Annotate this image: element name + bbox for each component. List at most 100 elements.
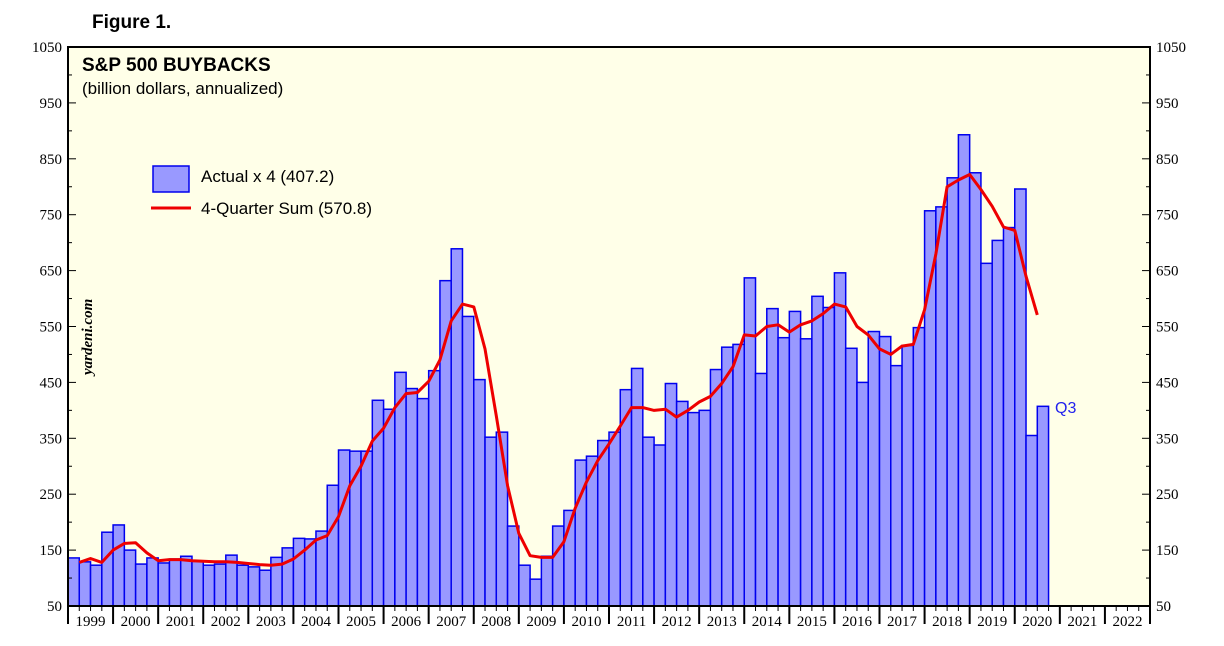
bar: [923, 210, 937, 607]
bar: [202, 564, 216, 607]
chart-subtitle: (billion dollars, annualized): [82, 79, 283, 98]
bar: [506, 525, 520, 607]
bar: [912, 326, 926, 607]
q3-annotation: Q3: [1055, 400, 1076, 417]
x-year-label: 2007: [436, 614, 467, 630]
bar: [89, 564, 103, 607]
y-tick-label-left: 250: [40, 487, 63, 503]
x-year-label: 2003: [256, 614, 286, 630]
bar: [867, 330, 881, 607]
bar: [844, 347, 858, 607]
bar: [732, 343, 746, 607]
legend-bar-label: Actual x 4 (407.2): [201, 167, 334, 186]
x-year-label: 2000: [121, 614, 151, 630]
bar: [811, 295, 824, 607]
bar: [101, 531, 114, 607]
x-year-label: 2002: [211, 614, 241, 630]
x-year-label: 2017: [887, 614, 918, 630]
bar: [777, 336, 791, 607]
bar: [473, 378, 486, 607]
bar: [78, 561, 92, 607]
bar: [608, 431, 622, 607]
bar: [957, 134, 971, 607]
x-year-label: 2009: [526, 614, 556, 630]
bar: [236, 564, 250, 607]
bar: [766, 307, 779, 607]
bar: [315, 530, 328, 607]
bar: [788, 310, 802, 607]
legend-line-label: 4-Quarter Sum (570.8): [201, 199, 372, 218]
bar: [67, 557, 81, 607]
x-year-label: 2021: [1067, 614, 1097, 630]
bar: [1002, 226, 1016, 607]
bar: [247, 566, 261, 607]
x-year-label: 2008: [481, 614, 511, 630]
bar: [720, 346, 734, 607]
y-tick-label-left: 350: [40, 431, 63, 447]
bar: [991, 239, 1005, 607]
bar: [540, 555, 554, 607]
y-tick-label-left: 750: [40, 208, 63, 224]
bar: [935, 206, 948, 607]
x-year-label: 2020: [1022, 614, 1052, 630]
bar: [687, 411, 700, 607]
x-year-label: 2010: [571, 614, 601, 630]
four-quarter-sum-line: [78, 173, 1039, 567]
bar: [123, 549, 137, 607]
bar: [450, 248, 464, 607]
x-year-label: 2014: [752, 614, 783, 630]
y-tick-label-right: 950: [1156, 96, 1179, 112]
axes-group: 50 50 150 150 250 250 350 350 450 450 550 550 650 650…: [32, 40, 1186, 630]
y-tick-label-right: 650: [1156, 264, 1179, 280]
figure-label: Figure 1.: [92, 12, 172, 33]
bar: [799, 338, 813, 607]
bar: [968, 172, 982, 607]
y-tick-label-right: 750: [1156, 208, 1179, 224]
bar: [427, 369, 441, 607]
bar: [709, 368, 723, 607]
bar: [518, 564, 531, 607]
y-tick-label-left: 450: [40, 375, 63, 391]
bar: [416, 397, 430, 607]
bar: [326, 484, 340, 607]
bar: [258, 569, 272, 607]
bar: [179, 555, 193, 607]
x-year-label: 2001: [166, 614, 196, 630]
y-tick-label-right: 850: [1156, 152, 1179, 168]
watermark: yardeni.com: [80, 299, 96, 377]
bar: [596, 439, 610, 607]
bar: [134, 563, 148, 607]
bar: [292, 537, 306, 607]
x-year-label: 2011: [617, 614, 646, 630]
legend-bar-swatch: [152, 165, 190, 193]
bar: [337, 449, 351, 607]
x-year-label: 2015: [797, 614, 827, 630]
y-tick-label-right: 350: [1156, 431, 1179, 447]
bar: [980, 262, 993, 607]
bar: [157, 562, 171, 607]
bar: [213, 563, 227, 607]
y-tick-label-left: 650: [40, 264, 63, 280]
bar: [529, 578, 543, 607]
y-tick-label-left: 150: [40, 543, 63, 559]
bar: [405, 387, 419, 607]
bar: [743, 277, 757, 607]
bar: [360, 450, 374, 607]
bar: [168, 558, 182, 607]
bar: [946, 177, 960, 607]
x-year-label: 2012: [662, 614, 692, 630]
bar: [1025, 434, 1039, 607]
x-year-label: 1999: [76, 614, 106, 630]
bar: [642, 436, 655, 607]
x-year-label: 2016: [842, 614, 873, 630]
bar: [630, 367, 644, 607]
bar: [833, 272, 847, 607]
y-tick-label-left: 850: [40, 152, 63, 168]
x-year-label: 2004: [301, 614, 332, 630]
y-tick-label-left: 50: [47, 599, 62, 615]
bar: [112, 524, 126, 607]
bar: [484, 436, 498, 607]
bar: [754, 372, 768, 607]
y-tick-label-right: 150: [1156, 543, 1179, 559]
